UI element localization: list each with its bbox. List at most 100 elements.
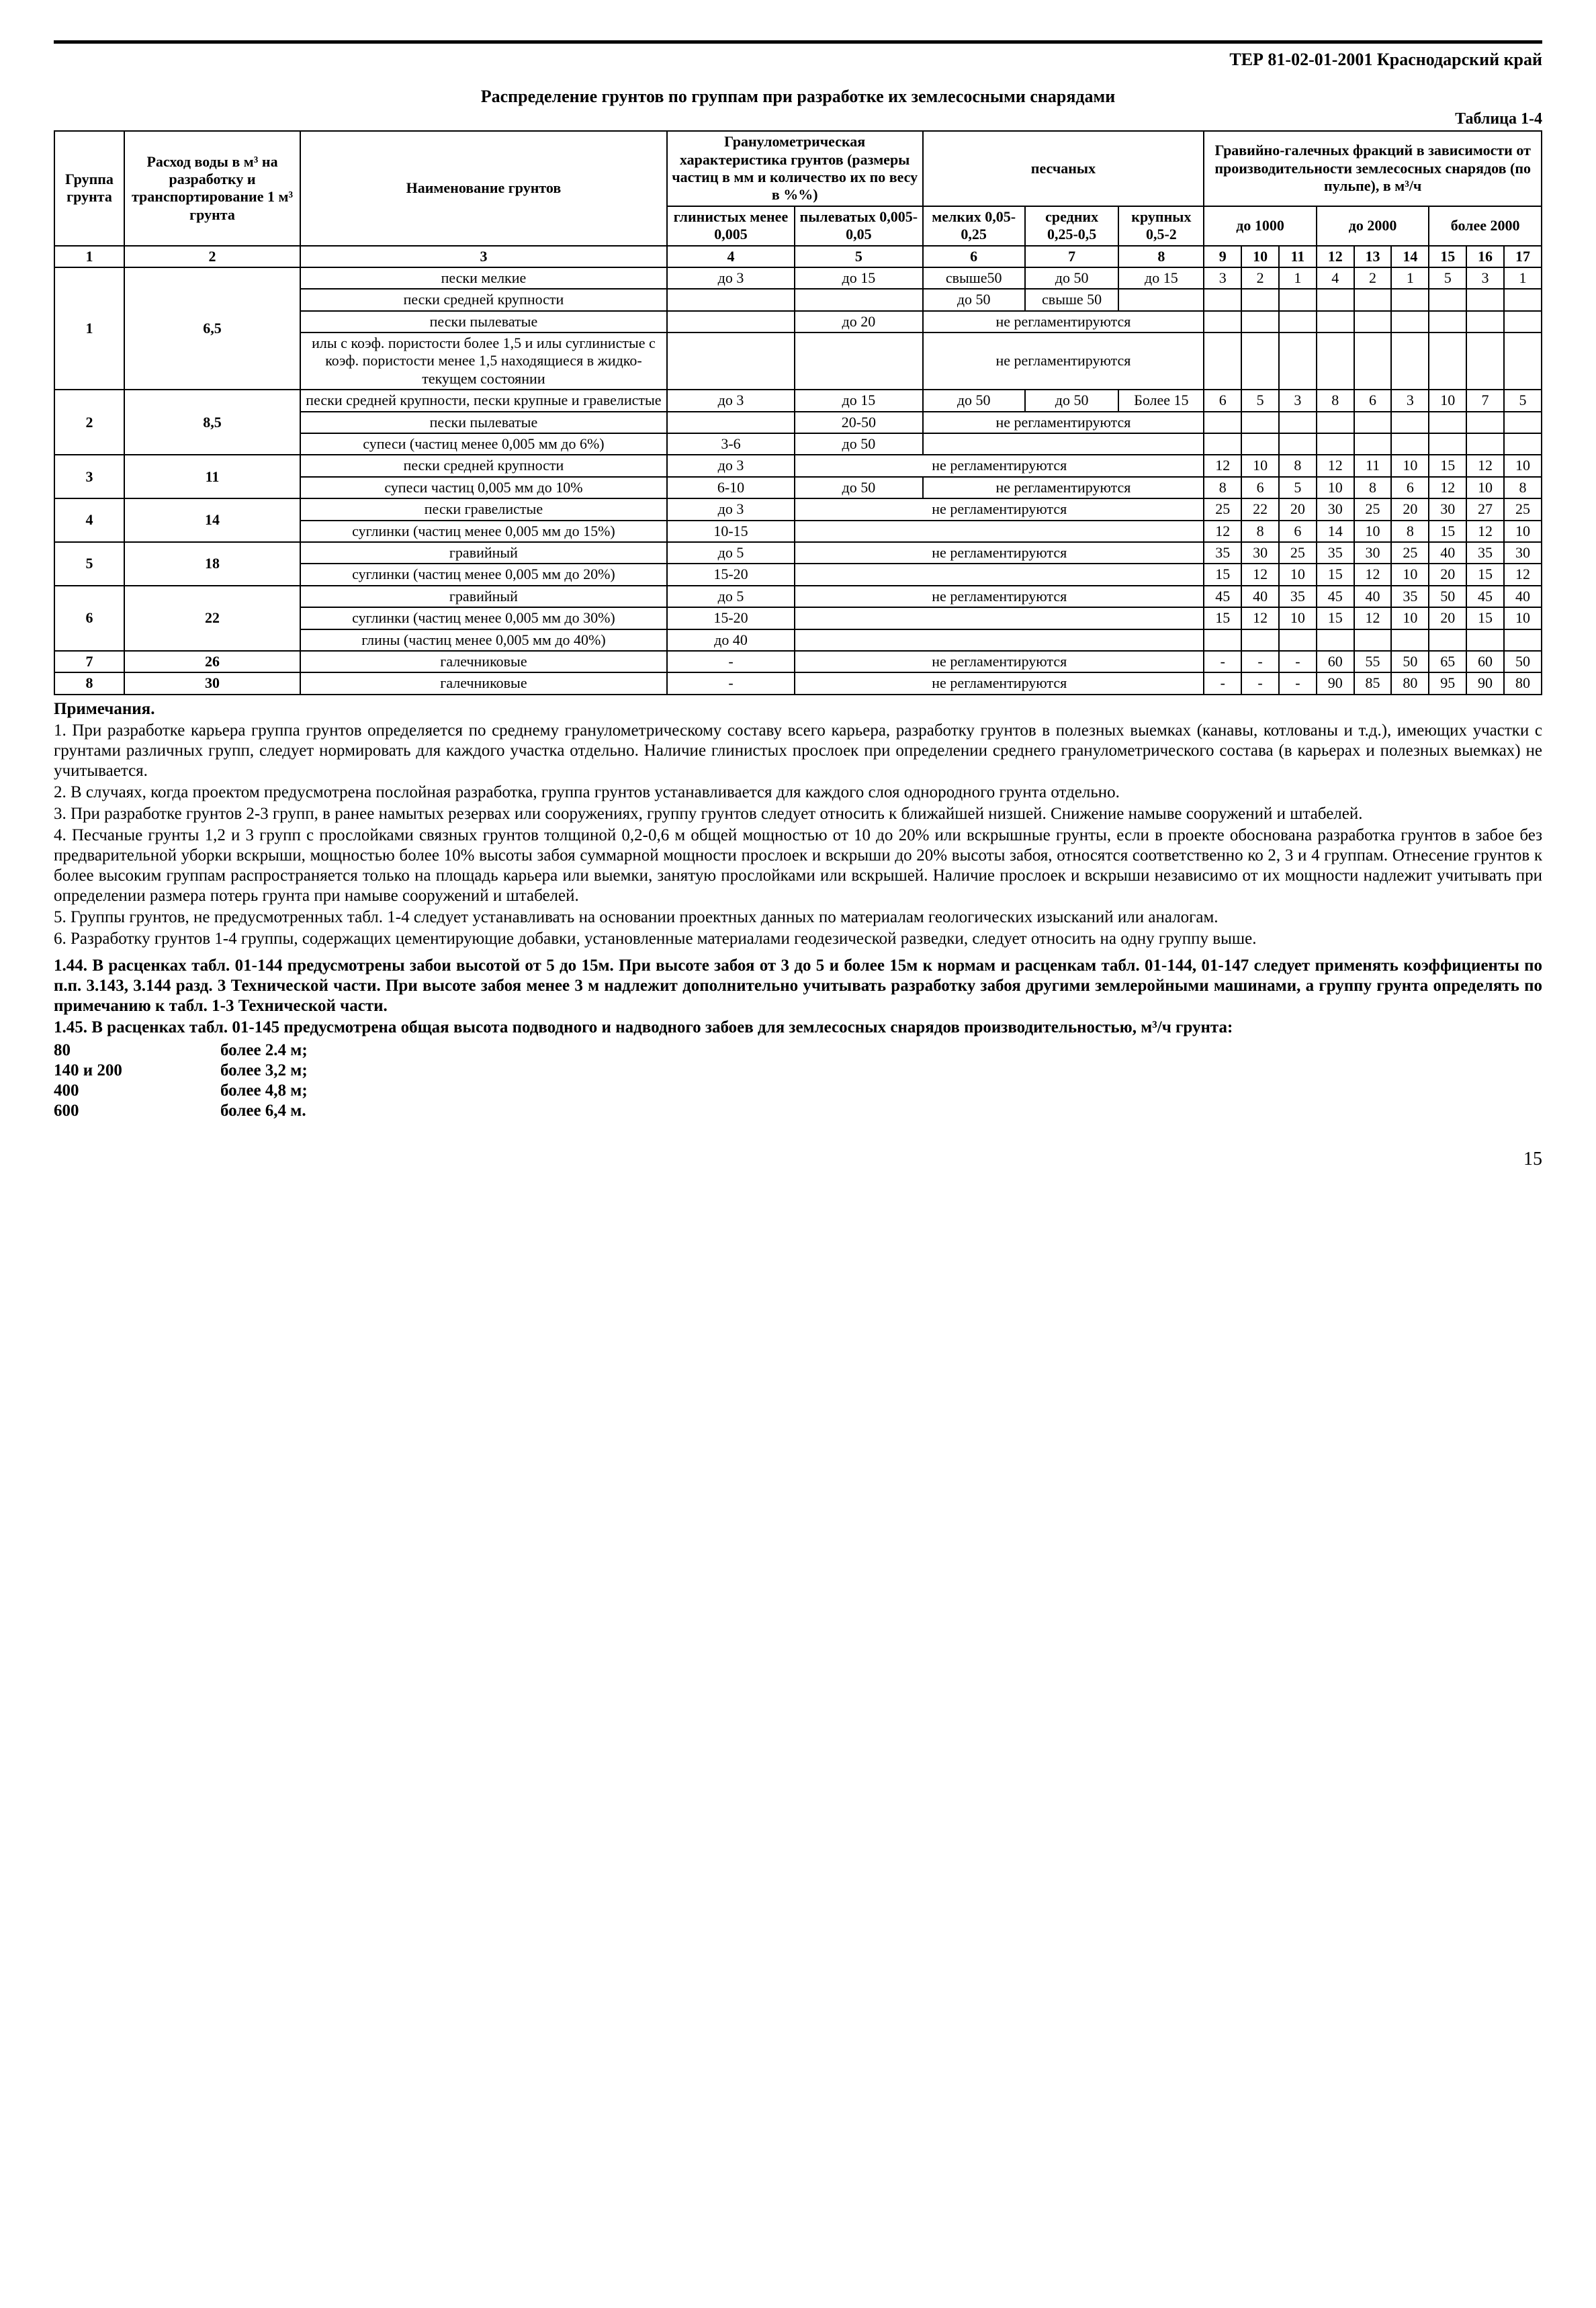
c5-cell: до 15 xyxy=(795,267,922,289)
value-cell: 6 xyxy=(1354,390,1392,411)
col-index-12: 12 xyxy=(1317,246,1354,267)
value-cell: 12 xyxy=(1354,607,1392,629)
value-cell xyxy=(1317,433,1354,455)
c5-cell: 20-50 xyxy=(795,412,922,433)
value-cell xyxy=(1204,311,1241,332)
soil-name-cell: пески гравелистые xyxy=(300,498,667,520)
value-cell: 27 xyxy=(1466,498,1504,520)
merged-5678-cell: не регламентируются xyxy=(795,542,1204,564)
merged-678-cell: не регламентируются xyxy=(923,311,1204,332)
column-index-row: 1234567891011121314151617 xyxy=(54,246,1542,267)
value-cell xyxy=(1354,629,1392,651)
value-cell xyxy=(1317,629,1354,651)
value-cell: 10 xyxy=(1354,521,1392,542)
value-cell: 15 xyxy=(1466,564,1504,585)
merged-5678-cell xyxy=(795,629,1204,651)
value-cell xyxy=(1391,433,1429,455)
value-cell xyxy=(1317,289,1354,310)
value-cell: 10 xyxy=(1391,564,1429,585)
c4-cell xyxy=(667,412,795,433)
value-cell: 10 xyxy=(1317,477,1354,498)
value-cell: 15 xyxy=(1429,521,1466,542)
value-cell xyxy=(1317,332,1354,390)
value-cell: - xyxy=(1241,672,1279,694)
table-row: 414пески гравелистыедо 3не регламентирую… xyxy=(54,498,1542,520)
value-cell xyxy=(1279,433,1317,455)
c4-cell: 6-10 xyxy=(667,477,795,498)
c5-cell: до 50 xyxy=(795,433,922,455)
soil-name-cell: гравийный xyxy=(300,586,667,607)
value-cell: 40 xyxy=(1504,586,1542,607)
note-item: 4. Песчаные грунты 1,2 и 3 групп с просл… xyxy=(54,826,1542,906)
value-cell: 5 xyxy=(1504,390,1542,411)
value-cell: 15 xyxy=(1466,607,1504,629)
table-row: 28,5пески средней крупности, пески крупн… xyxy=(54,390,1542,411)
value-cell: 4 xyxy=(1317,267,1354,289)
value-cell: 95 xyxy=(1429,672,1466,694)
c5-cell: до 15 xyxy=(795,390,922,411)
value-cell: 20 xyxy=(1429,607,1466,629)
value-cell xyxy=(1204,289,1241,310)
c6-cell: свыше50 xyxy=(923,267,1025,289)
value-cell: 80 xyxy=(1504,672,1542,694)
col-water: Расход воды в м³ на разработку и транспо… xyxy=(124,131,300,245)
value-cell: 22 xyxy=(1241,498,1279,520)
value-cell: 6 xyxy=(1241,477,1279,498)
col-coarse: крупных 0,5-2 xyxy=(1118,206,1204,246)
value-cell: 12 xyxy=(1429,477,1466,498)
value-cell xyxy=(1279,412,1317,433)
table-row: 622гравийныйдо 5не регламентируются45403… xyxy=(54,586,1542,607)
value-cell: 10 xyxy=(1504,607,1542,629)
c6-cell: до 50 xyxy=(923,390,1025,411)
value-cell: 8 xyxy=(1391,521,1429,542)
value-cell xyxy=(1279,332,1317,390)
c4-cell: до 3 xyxy=(667,498,795,520)
depth-key: 140 и 200 xyxy=(54,1061,220,1081)
value-cell: 10 xyxy=(1466,477,1504,498)
merged-678-cell xyxy=(923,433,1204,455)
c4-cell: 15-20 xyxy=(667,564,795,585)
value-cell: 15 xyxy=(1204,564,1241,585)
c4-cell: - xyxy=(667,651,795,672)
value-cell: 85 xyxy=(1354,672,1392,694)
value-cell xyxy=(1504,433,1542,455)
value-cell xyxy=(1429,289,1466,310)
merged-678-cell: не регламентируются xyxy=(923,332,1204,390)
c4-cell: 3-6 xyxy=(667,433,795,455)
col-index-7: 7 xyxy=(1025,246,1119,267)
value-cell: 30 xyxy=(1504,542,1542,564)
value-cell: 3 xyxy=(1391,390,1429,411)
value-cell: 35 xyxy=(1391,586,1429,607)
col-group: Группа грунта xyxy=(54,131,124,245)
group-cell: 6 xyxy=(54,586,124,651)
value-cell: 10 xyxy=(1391,607,1429,629)
value-cell xyxy=(1466,289,1504,310)
value-cell xyxy=(1317,412,1354,433)
group-cell: 1 xyxy=(54,267,124,390)
value-cell: 12 xyxy=(1241,564,1279,585)
value-cell xyxy=(1354,289,1392,310)
merged-5678-cell xyxy=(795,521,1204,542)
value-cell: 65 xyxy=(1429,651,1466,672)
soil-name-cell: пески средней крупности xyxy=(300,289,667,310)
group-cell: 4 xyxy=(54,498,124,542)
value-cell: 12 xyxy=(1466,521,1504,542)
value-cell: 60 xyxy=(1466,651,1504,672)
value-cell xyxy=(1466,311,1504,332)
col-soilname: Наименование грунтов xyxy=(300,131,667,245)
value-cell: 35 xyxy=(1317,542,1354,564)
c4-cell: до 3 xyxy=(667,267,795,289)
value-cell: 2 xyxy=(1241,267,1279,289)
value-cell: 12 xyxy=(1504,564,1542,585)
soil-name-cell: пески средней крупности, пески крупные и… xyxy=(300,390,667,411)
value-cell: 10 xyxy=(1391,455,1429,476)
value-cell: - xyxy=(1241,651,1279,672)
value-cell: 35 xyxy=(1279,586,1317,607)
value-cell: 10 xyxy=(1279,607,1317,629)
water-cell: 22 xyxy=(124,586,300,651)
value-cell: 15 xyxy=(1429,455,1466,476)
value-cell xyxy=(1204,629,1241,651)
soil-name-cell: пески пылеватые xyxy=(300,311,667,332)
value-cell xyxy=(1241,332,1279,390)
col-index-2: 2 xyxy=(124,246,300,267)
